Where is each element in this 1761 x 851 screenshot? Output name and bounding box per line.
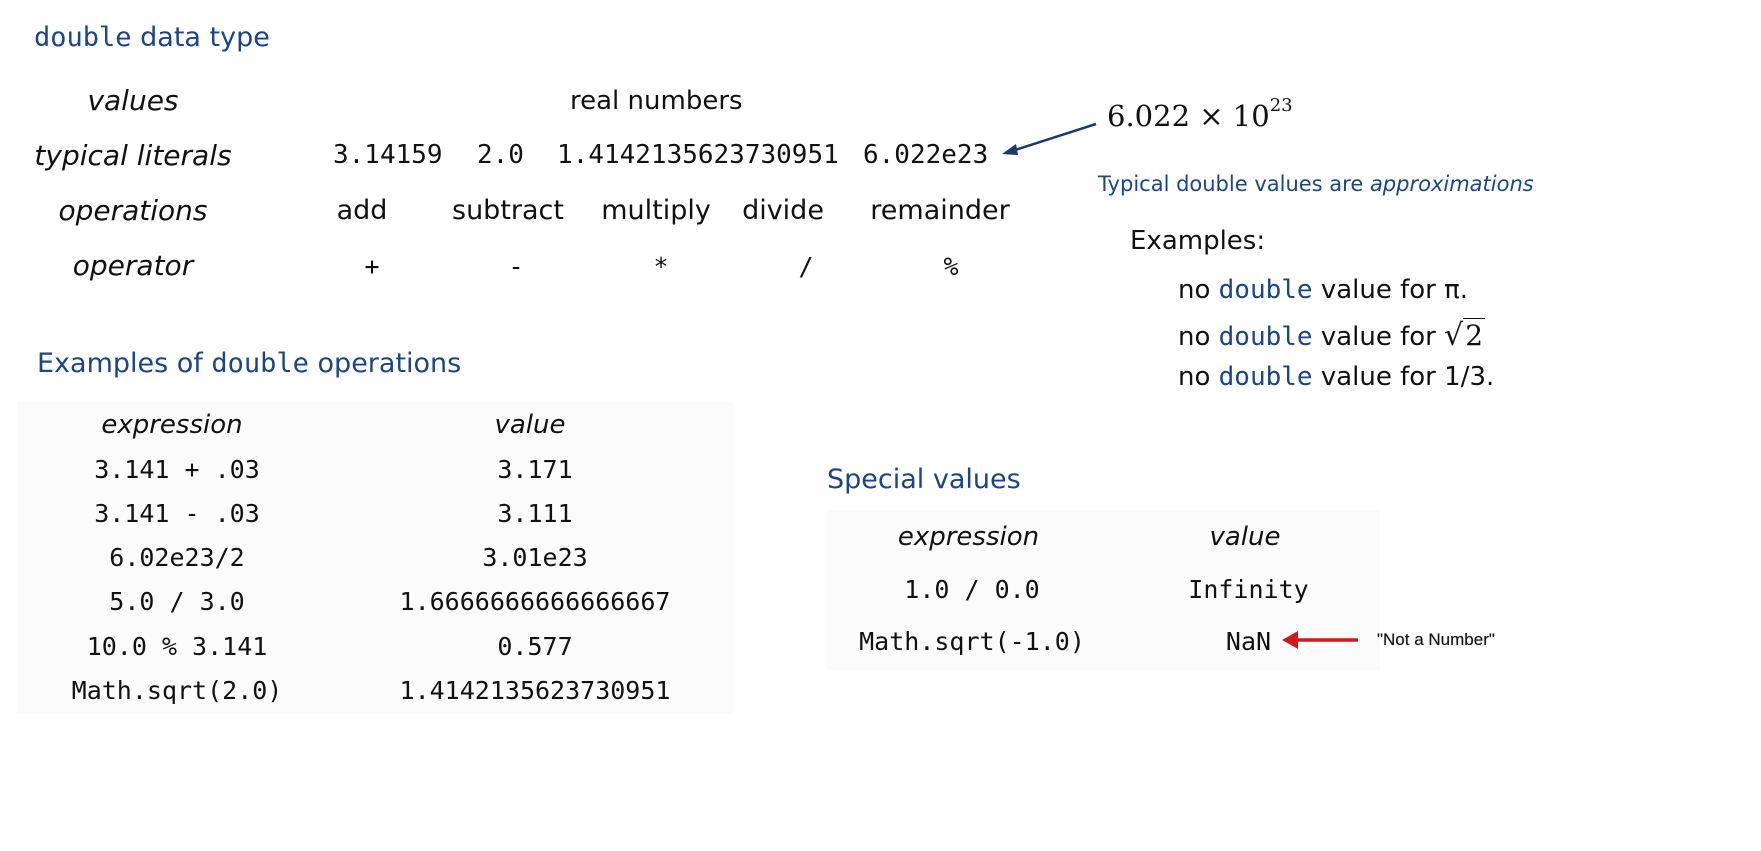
- double-keyword: double: [1218, 275, 1313, 305]
- literal-4: 6.022e23: [863, 140, 989, 170]
- scientific-notation: 6.022 × 1023: [1107, 95, 1293, 133]
- row-value: 3.01e23: [482, 542, 588, 572]
- operator-minus: -: [508, 252, 524, 281]
- row-expression: 3.141 - .03: [94, 498, 260, 528]
- special-values-title: Special values: [827, 464, 1021, 495]
- table-row: Math.sqrt(-1.0) NaN: [827, 617, 1380, 665]
- row-expression: Math.sqrt(-1.0): [859, 626, 1085, 656]
- sci-times: ×: [1199, 99, 1224, 133]
- literal-1: 3.14159: [333, 140, 443, 170]
- operator-remainder: %: [943, 252, 959, 281]
- label-literals: typical literals: [34, 139, 232, 172]
- special-values-table: expression value 1.0 / 0.0 Infinity Math…: [827, 510, 1380, 670]
- label-operator: operator: [72, 249, 194, 282]
- row-expression: 6.02e23/2: [109, 542, 245, 572]
- table-row: 5.0 / 3.0 1.6666666666666667: [17, 578, 733, 624]
- nan-note: "Not a Number": [1377, 630, 1495, 649]
- literal-2: 2.0: [477, 140, 524, 170]
- row-expression: 5.0 / 3.0: [109, 586, 245, 616]
- operator-divide: /: [798, 252, 814, 281]
- header-value: value: [494, 410, 566, 440]
- radical-sign: √: [1444, 318, 1464, 353]
- row-value: 1.4142135623730951: [399, 675, 671, 705]
- ops-examples-title: Examples of double operations: [37, 348, 462, 379]
- operation-divide: divide: [742, 195, 824, 226]
- operation-add: add: [336, 195, 388, 226]
- row-expression: 3.141 + .03: [94, 454, 260, 484]
- operation-subtract: subtract: [452, 195, 564, 226]
- table-row: 1.0 / 0.0 Infinity: [827, 565, 1380, 613]
- radicand: 2: [1463, 318, 1486, 352]
- page-title: double data type: [34, 22, 270, 53]
- approx-note: Typical double values are approximations: [1098, 172, 1534, 196]
- approx-item-sqrt2: no double value for √2: [1178, 318, 1486, 353]
- row-value: Infinity: [1188, 574, 1309, 604]
- ops-examples-table: expression value 3.141 + .03 3.171 3.141…: [17, 402, 733, 714]
- row-value: NaN: [1225, 626, 1272, 656]
- operator-plus: +: [364, 252, 380, 281]
- literal-arrow: [1002, 122, 1097, 155]
- table-row: 3.141 - .03 3.111: [17, 490, 733, 536]
- examples-label: Examples:: [1130, 226, 1266, 256]
- double-keyword: double: [1218, 322, 1313, 352]
- approx-item-pi: no double value for π.: [1178, 275, 1469, 305]
- header-expression: expression: [897, 522, 1040, 552]
- header-expression: expression: [101, 410, 243, 440]
- double-keyword: double: [1218, 362, 1313, 392]
- approx-emph: approximations: [1369, 172, 1534, 196]
- operator-multiply: *: [653, 252, 669, 281]
- label-operations: operations: [58, 194, 208, 227]
- row-expression: 10.0 % 3.141: [86, 631, 268, 661]
- title-keyword: double: [34, 22, 132, 53]
- approx-lead: Typical double values are: [1098, 172, 1370, 196]
- table-header-row: expression value: [827, 512, 1380, 562]
- title-keyword: double: [211, 348, 309, 379]
- sci-base: 10: [1232, 99, 1270, 133]
- values-text: real numbers: [570, 86, 743, 116]
- title-suffix: data type: [131, 22, 270, 53]
- operation-multiply: multiply: [601, 195, 711, 226]
- row-expression: 1.0 / 0.0: [904, 574, 1040, 604]
- header-value: value: [1209, 522, 1281, 552]
- row-value: 3.111: [497, 498, 573, 528]
- table-row: 10.0 % 3.141 0.577: [17, 623, 733, 669]
- row-value: 3.171: [497, 454, 573, 484]
- table-row: 3.141 + .03 3.171: [17, 446, 733, 492]
- table-row: 6.02e23/2 3.01e23: [17, 534, 733, 580]
- sci-exponent: 23: [1269, 95, 1293, 117]
- row-value: 0.577: [497, 631, 573, 661]
- row-value: 1.6666666666666667: [399, 586, 671, 616]
- operation-remainder: remainder: [870, 195, 1010, 226]
- literal-3: 1.4142135623730951: [557, 140, 839, 170]
- table-header-row: expression value: [17, 402, 733, 448]
- approx-item-third: no double value for 1/3.: [1178, 362, 1495, 392]
- nan-arrow: [1282, 631, 1358, 649]
- row-expression: Math.sqrt(2.0): [71, 675, 283, 705]
- table-row: Math.sqrt(2.0) 1.4142135623730951: [17, 667, 733, 713]
- label-values: values: [87, 84, 179, 117]
- sci-mantissa: 6.022: [1107, 99, 1191, 133]
